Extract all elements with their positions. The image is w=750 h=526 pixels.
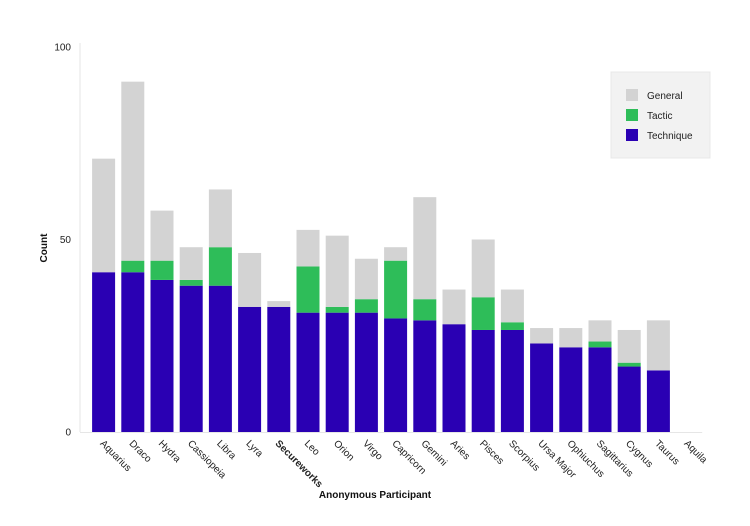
bar-orion-tactic [325, 306, 349, 313]
bar-taurus-technique [646, 370, 670, 432]
bar-cassiopeia-technique [179, 285, 203, 432]
bar-aquarius-general [92, 158, 116, 273]
bar-orion-general [325, 235, 349, 307]
bar-virgo-tactic [354, 299, 378, 313]
bar-gemini-tactic [413, 299, 437, 321]
x-tick-label-libra: Libra [214, 438, 238, 462]
bar-scorpius-tactic [500, 322, 524, 330]
bar-ophiuchus-general [559, 328, 583, 348]
legend-label-technique: Technique [647, 131, 693, 142]
bar-aries-general [442, 289, 466, 325]
bar-leo-tactic [296, 266, 320, 313]
bar-cassiopeia-general [179, 247, 203, 280]
bar-draco-technique [121, 272, 145, 432]
legend-swatch-technique [626, 129, 638, 141]
x-tick-label-draco: Draco [127, 438, 154, 465]
bar-cygnus-tactic [617, 362, 641, 367]
bar-hydra-tactic [150, 260, 174, 280]
x-tick-label-orion: Orion [331, 438, 356, 463]
bar-sagittarius-tactic [588, 341, 612, 348]
bar-scorpius-general [500, 289, 524, 323]
bar-ursa-major-general [530, 328, 554, 344]
x-axis-title: Anonymous Participant [319, 490, 432, 501]
bar-hydra-general [150, 210, 174, 261]
x-tick-label-hydra: Hydra [156, 438, 183, 465]
y-axis: 0 50 100 [54, 43, 81, 439]
bar-leo-technique [296, 312, 320, 432]
y-tick-label: 50 [60, 235, 72, 246]
bar-lyra-general [238, 252, 262, 307]
x-tick-label-leo: Leo [302, 438, 322, 458]
bar-aries-technique [442, 324, 466, 432]
bar-pisces-tactic [471, 297, 495, 330]
bar-cassiopeia-tactic [179, 279, 203, 286]
bar-orion-technique [325, 312, 349, 432]
legend-swatch-tactic [626, 109, 638, 121]
legend-label-tactic: Tactic [647, 111, 673, 122]
bar-virgo-general [354, 258, 378, 300]
y-tick-label: 0 [65, 428, 71, 439]
bar-lyra-technique [238, 306, 262, 432]
bar-taurus-general [646, 320, 670, 371]
bar-draco-general [121, 81, 145, 261]
x-tick-label-lyra: Lyra [243, 438, 265, 460]
bar-secureworks-technique [267, 306, 291, 432]
x-tick-label-scorpius: Scorpius [506, 438, 541, 473]
bar-aquarius-technique [92, 272, 116, 432]
bar-ursa-major-technique [530, 343, 554, 432]
bar-cygnus-general [617, 329, 641, 363]
legend: General Tactic Technique [610, 71, 711, 159]
bar-gemini-technique [413, 320, 437, 432]
x-tick-label-pisces: Pisces [477, 438, 506, 467]
bar-sagittarius-technique [588, 347, 612, 432]
bar-pisces-technique [471, 329, 495, 432]
bar-hydra-technique [150, 279, 174, 432]
bar-capricorn-technique [384, 318, 408, 432]
bar-leo-general [296, 229, 320, 267]
bar-libra-technique [208, 285, 232, 432]
bar-gemini-general [413, 197, 437, 300]
y-tick-label: 100 [54, 43, 71, 54]
bar-secureworks-general [267, 301, 291, 307]
x-tick-label-aries: Aries [448, 438, 472, 462]
x-tick-label-aquila: Aquila [681, 438, 709, 466]
bars [92, 81, 670, 432]
x-tick-label-taurus: Taurus [652, 438, 681, 467]
bar-libra-general [208, 189, 232, 248]
bar-cygnus-technique [617, 366, 641, 432]
bar-virgo-technique [354, 312, 378, 432]
bar-capricorn-general [384, 247, 408, 261]
legend-label-general: General [647, 91, 683, 102]
x-tick-label-virgo: Virgo [360, 438, 384, 462]
y-axis-title: Count [39, 233, 50, 263]
bar-pisces-general [471, 239, 495, 298]
bar-draco-tactic [121, 260, 145, 273]
bar-capricorn-tactic [384, 260, 408, 319]
bar-sagittarius-general [588, 320, 612, 342]
bar-scorpius-technique [500, 329, 524, 432]
bar-ophiuchus-technique [559, 347, 583, 432]
legend-swatch-general [626, 89, 638, 101]
bar-libra-tactic [208, 247, 232, 286]
